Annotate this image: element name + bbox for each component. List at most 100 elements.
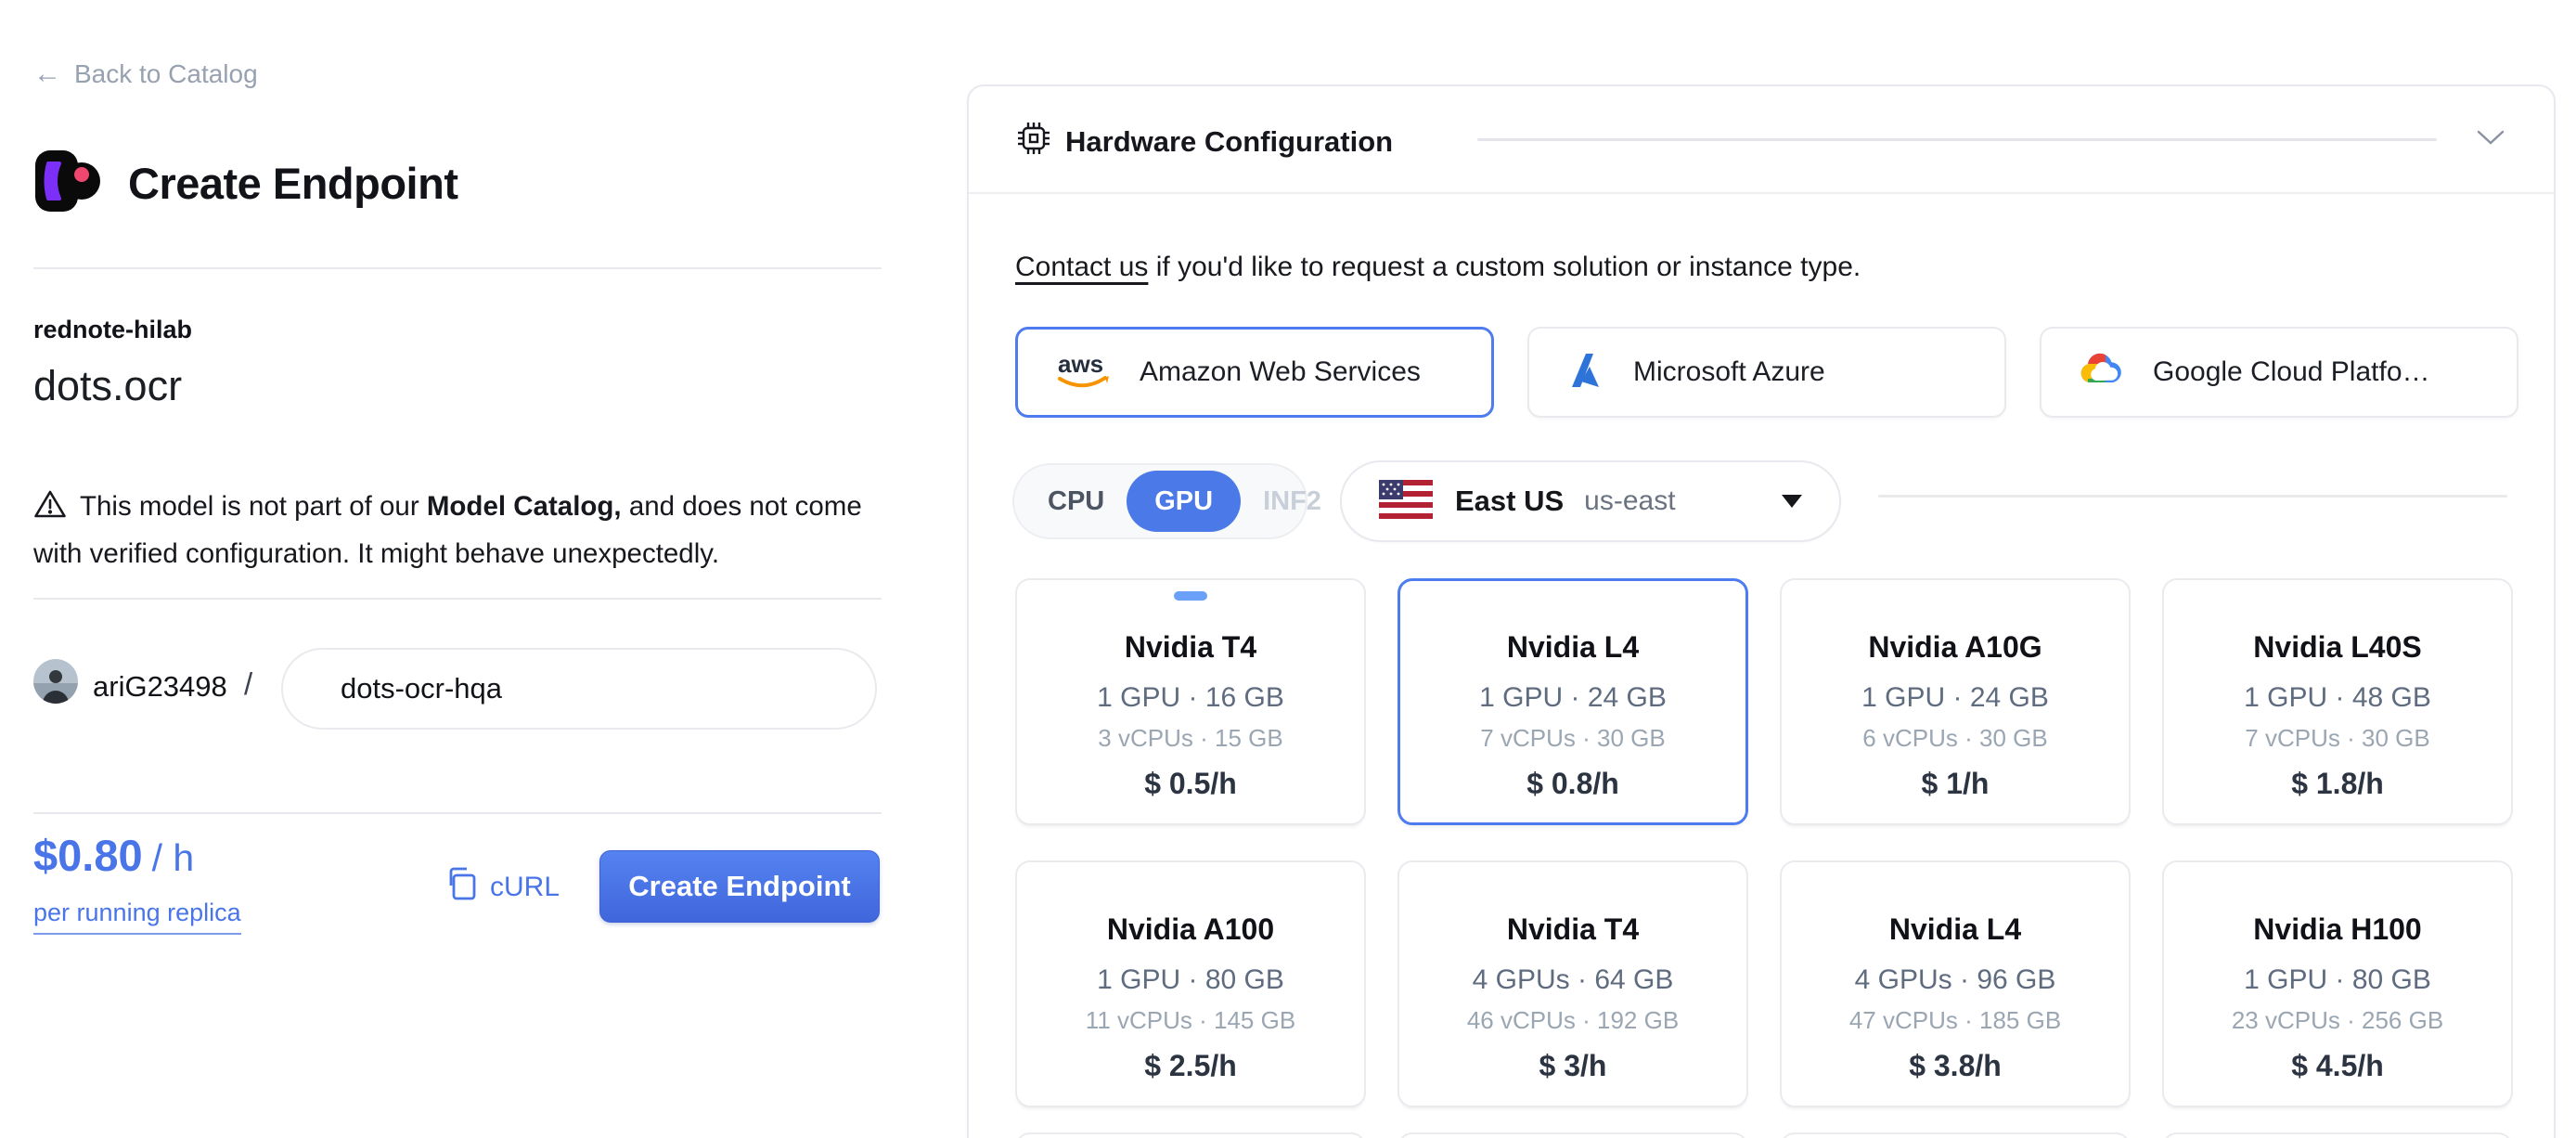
price-amount: $0.80 [33, 831, 143, 880]
instance-gpu-spec: 1 GPU · 80 GB [1097, 964, 1284, 995]
instance-card-partial[interactable] [1397, 1132, 1748, 1138]
instance-card-partial[interactable] [1780, 1132, 2131, 1138]
provider-azure[interactable]: Microsoft Azure [1527, 327, 2006, 418]
instance-card-nvidia-l4-4x[interactable]: Nvidia L4 4 GPUs · 96 GB 47 vCPUs · 185 … [1780, 860, 2131, 1107]
instance-price: $ 4.5/h [2291, 1049, 2384, 1082]
provider-label: Amazon Web Services [1140, 356, 1421, 387]
region-code: us-east [1584, 485, 1676, 516]
instance-gpu-spec: 1 GPU · 24 GB [1479, 682, 1667, 713]
curl-button[interactable]: cURL [444, 865, 560, 910]
accelerator-option-inf2[interactable]: INF2 [1263, 485, 1321, 516]
instance-gpu-spec: 1 GPU · 48 GB [2244, 682, 2431, 713]
provider-gcp[interactable]: Google Cloud Platfo… [2040, 327, 2518, 418]
back-link-label: Back to Catalog [74, 59, 258, 88]
back-arrow-icon: ← [33, 58, 61, 89]
back-to-catalog-link[interactable]: ← Back to Catalog [33, 59, 258, 89]
instance-card-nvidia-l40s[interactable]: Nvidia L40S 1 GPU · 48 GB 7 vCPUs · 30 G… [2162, 578, 2513, 825]
endpoint-name-input[interactable] [281, 648, 877, 730]
warning-text-prefix: This model is not part of our [80, 490, 427, 522]
provider-label: Google Cloud Platfo… [2153, 356, 2430, 387]
card-hover-indicator [1174, 591, 1207, 601]
accelerator-option-gpu[interactable]: GPU [1127, 471, 1242, 532]
instance-card-nvidia-l4-selected[interactable]: Nvidia L4 1 GPU · 24 GB 7 vCPUs · 30 GB … [1397, 578, 1748, 825]
model-name: dots.ocr [33, 362, 183, 409]
inference-endpoints-logo [33, 145, 100, 222]
svg-text:aws: aws [1058, 350, 1103, 378]
instance-gpu: Nvidia H100 [2253, 912, 2422, 946]
instance-cpu-spec: 11 vCPUs · 145 GB [1085, 1006, 1296, 1034]
instance-gpu: Nvidia L4 [1888, 912, 2022, 946]
chevron-down-icon[interactable] [2476, 129, 2505, 150]
instance-cpu-spec: 23 vCPUs · 256 GB [2231, 1006, 2444, 1034]
instance-gpu: Nvidia A100 [1106, 912, 1275, 946]
instance-gpu-spec: 1 GPU · 80 GB [2244, 964, 2431, 995]
panel-header-divider [969, 192, 2554, 194]
cloud-provider-list: aws Amazon Web Services Microsoft Azure [1015, 327, 2518, 418]
instance-gpu-spec: 1 GPU · 16 GB [1097, 682, 1284, 713]
instance-price: $ 0.5/h [1144, 767, 1237, 800]
contact-us-link[interactable]: Contact us [1015, 252, 1149, 282]
model-warning: This model is not part of our Model Cata… [33, 485, 876, 575]
instance-price: $ 3/h [1539, 1049, 1607, 1082]
instance-card-grid: Nvidia T4 1 GPU · 16 GB 3 vCPUs · 15 GB … [1015, 578, 2513, 1107]
instance-price: $ 2.5/h [1144, 1049, 1237, 1082]
region-select[interactable]: East US us-east [1340, 460, 1841, 542]
accelerator-option-cpu[interactable]: CPU [1048, 485, 1105, 516]
price-unit: / h [151, 836, 195, 879]
warning-icon [33, 488, 67, 532]
instance-card-nvidia-t4[interactable]: Nvidia T4 1 GPU · 16 GB 3 vCPUs · 15 GB … [1015, 578, 1366, 825]
panel-title-rule [1477, 138, 2437, 141]
instance-gpu: Nvidia L4 [1506, 630, 1640, 664]
curl-label: cURL [490, 872, 560, 902]
instance-cpu-spec: 7 vCPUs · 30 GB [2245, 724, 2430, 752]
page-title: Create Endpoint [128, 159, 458, 208]
avatar [33, 659, 78, 704]
instance-gpu: Nvidia T4 [1506, 912, 1640, 946]
page-title-row: Create Endpoint [33, 145, 458, 222]
provider-label: Microsoft Azure [1633, 356, 1825, 387]
instance-card-nvidia-a100[interactable]: Nvidia A100 1 GPU · 80 GB 11 vCPUs · 145… [1015, 860, 1366, 1107]
us-flag-icon [1378, 479, 1434, 524]
instance-gpu: Nvidia A10G [1868, 630, 2042, 664]
instance-price: $ 1/h [1921, 767, 1990, 800]
instance-gpu-spec: 1 GPU · 24 GB [1861, 682, 2049, 713]
copy-icon [444, 865, 477, 910]
price-estimate: $0.80/ h [33, 830, 194, 881]
instance-gpu-spec: 4 GPUs · 96 GB [1854, 964, 2056, 995]
panel-title: Hardware Configuration [1065, 125, 1394, 158]
endpoint-owner: ariG23498 [93, 670, 227, 703]
azure-logo-icon [1565, 350, 1607, 395]
instance-cpu-spec: 6 vCPUs · 30 GB [1862, 724, 2048, 752]
aws-logo-icon: aws [1052, 348, 1114, 397]
instance-price: $ 0.8/h [1526, 767, 1619, 800]
instance-card-partial[interactable] [2162, 1132, 2513, 1138]
instance-gpu-spec: 4 GPUs · 64 GB [1472, 964, 1674, 995]
chip-icon [1015, 120, 1052, 162]
contact-line-rest: if you'd like to request a custom soluti… [1148, 252, 1861, 282]
instance-cpu-spec: 7 vCPUs · 30 GB [1480, 724, 1666, 752]
accelerator-toggle: CPU GPU INF2 [1012, 463, 1321, 539]
owner-name-separator: / [244, 666, 253, 701]
instance-price: $ 3.8/h [1909, 1049, 2002, 1082]
provider-aws[interactable]: aws Amazon Web Services [1015, 327, 1494, 418]
warning-text-bold: Model Catalog, [426, 490, 622, 522]
instance-gpu: Nvidia T4 [1124, 630, 1257, 664]
divider [33, 598, 882, 600]
warning-text-suffix: and does not come with verified configur… [33, 490, 862, 569]
instance-gpu: Nvidia L40S [2253, 630, 2422, 664]
divider [33, 267, 882, 269]
instance-card-partial[interactable] [1015, 1132, 1366, 1138]
hardware-configuration-panel: Hardware Configuration Contact us if you… [967, 84, 2556, 1138]
instance-card-grid-next-row [1015, 1132, 2513, 1138]
region-row-rule [1878, 495, 2507, 498]
create-endpoint-button[interactable]: Create Endpoint [599, 850, 880, 923]
instance-cpu-spec: 46 vCPUs · 192 GB [1466, 1006, 1680, 1034]
instance-card-nvidia-t4-4x[interactable]: Nvidia T4 4 GPUs · 64 GB 46 vCPUs · 192 … [1397, 860, 1748, 1107]
caret-down-icon [1782, 495, 1802, 508]
instance-card-nvidia-a10g[interactable]: Nvidia A10G 1 GPU · 24 GB 6 vCPUs · 30 G… [1780, 578, 2131, 825]
instance-cpu-spec: 47 vCPUs · 185 GB [1848, 1006, 2062, 1034]
instance-card-nvidia-h100[interactable]: Nvidia H100 1 GPU · 80 GB 23 vCPUs · 256… [2162, 860, 2513, 1107]
instance-cpu-spec: 3 vCPUs · 15 GB [1098, 724, 1283, 752]
price-caption[interactable]: per running replica [33, 899, 241, 935]
